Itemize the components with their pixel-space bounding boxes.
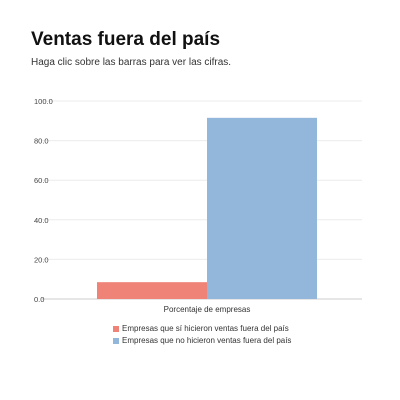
y-tick-label-0: 0.0 [34, 295, 44, 304]
bar-no-0[interactable] [207, 117, 317, 299]
legend-label-si: Empresas que sí hicieron ventas fuera de… [122, 324, 289, 333]
chart-legend: Empresas que sí hicieron ventas fuera de… [113, 323, 291, 347]
y-tick-label-5: 100.0 [34, 97, 53, 106]
y-tick-label-4: 80.0 [34, 137, 49, 146]
legend-swatch-si [113, 325, 119, 332]
chart-title: Ventas fuera del país [31, 29, 221, 50]
chart-subtitle: Haga clic sobre las barras para ver las … [31, 57, 232, 68]
legend-item-no[interactable]: Empresas que no hicieron ventas fuera de… [113, 335, 291, 346]
y-tick-label-3: 60.0 [34, 176, 49, 185]
legend-swatch-no [113, 337, 119, 344]
x-category-label-0: Porcentaje de empresas [164, 305, 251, 314]
legend-item-si[interactable]: Empresas que sí hicieron ventas fuera de… [113, 323, 291, 334]
y-tick-label-2: 40.0 [34, 216, 49, 225]
bar-si-0[interactable] [97, 282, 207, 299]
legend-label-no: Empresas que no hicieron ventas fuera de… [122, 336, 292, 345]
y-tick-label-1: 20.0 [34, 255, 49, 264]
